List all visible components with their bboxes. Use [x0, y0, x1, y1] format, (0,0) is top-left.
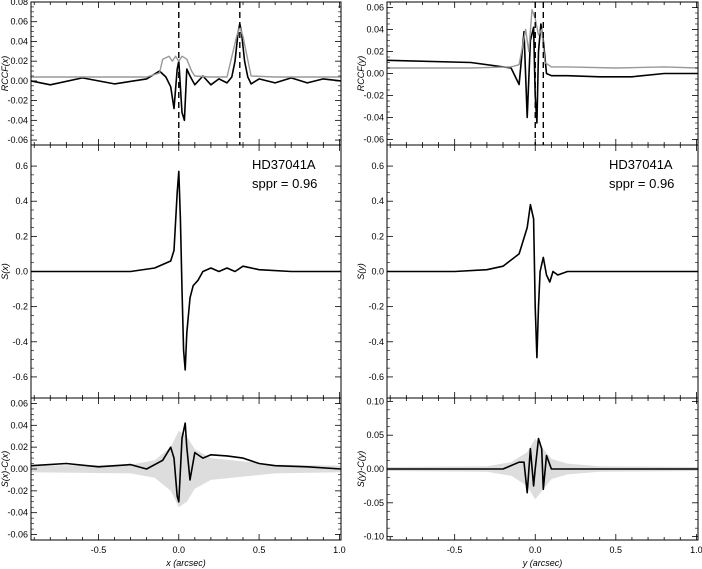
y-tick-label: -0.06 [7, 135, 28, 145]
plot-area [387, 437, 698, 500]
uncertainty-band [31, 430, 341, 508]
sppr-label: sppr = 0.96 [252, 176, 317, 191]
y-tick-label: 0.00 [366, 69, 384, 79]
sppr-label: sppr = 0.96 [609, 176, 674, 191]
x-axis-label: y (arcsec) [522, 558, 563, 568]
y-tick-label: -0.10 [363, 532, 384, 542]
y-tick-label: 0.00 [366, 464, 384, 474]
series-line-0 [31, 422, 341, 503]
y-tick-label: -0.2 [12, 302, 28, 312]
panel-left-mid: -0.6 -0.4 -0.2 0.0 0.2 0.4 0.6 S(x) HD37041A sppr… [0, 144, 342, 399]
plot-area [31, 170, 341, 371]
y-axis-label: S(x) [0, 263, 10, 280]
panel-right-bot: -0.10 -0.05 0.00 0.05 0.10 -0.5 0.0 0.5 1.0 S(y)-… [356, 396, 702, 568]
x-tick-label: -0.5 [91, 545, 107, 555]
x-tick-label: 0.5 [610, 545, 623, 555]
y-tick-label: 0.06 [366, 3, 384, 13]
y-tick-label: 0.6 [371, 161, 384, 171]
series-line-0 [31, 170, 341, 371]
y-tick-label: -0.04 [7, 115, 28, 125]
y-tick-label: 0.2 [371, 231, 384, 241]
series-line-1 [31, 26, 341, 78]
x-tick-label: 1.0 [333, 545, 346, 555]
y-tick-label: -0.4 [368, 337, 384, 347]
y-tick-label: 0.02 [366, 47, 384, 57]
y-tick-label: -0.02 [363, 91, 384, 101]
x-axis-label: x (arcsec) [165, 558, 206, 568]
x-tick-label: 0.0 [529, 545, 542, 555]
y-axis-label: S(y) [356, 263, 366, 280]
y-tick-label: 0.4 [371, 196, 384, 206]
y-tick-label: 0.05 [366, 430, 384, 440]
panel-frame [386, 1, 699, 146]
y-axis-label: RCCF(y) [356, 56, 366, 92]
y-tick-label: -0.06 [7, 530, 28, 540]
y-tick-label: -0.02 [7, 486, 28, 496]
y-tick-label: -0.04 [363, 113, 384, 123]
y-tick-label: -0.4 [12, 337, 28, 347]
y-tick-label: 0.6 [15, 161, 28, 171]
panel-left-top: -0.06 -0.04 -0.02 0.00 0.02 0.04 0.06 0.08 RCCF(… [0, 0, 342, 146]
y-tick-label: 0.08 [10, 0, 28, 7]
plot-area [31, 2, 341, 145]
series-line-0 [387, 203, 698, 359]
y-tick-label: 0.04 [366, 25, 384, 35]
panel-right-mid: -0.6 -0.4 -0.2 0.0 0.2 0.4 0.6 S(y) HD37041A sppr… [356, 144, 699, 399]
y-tick-label: 0.4 [15, 196, 28, 206]
series-line-1 [387, 8, 698, 69]
star-name-label: HD37041A [252, 157, 316, 172]
y-axis-label: S(y)-C(y) [356, 451, 366, 488]
x-tick-label: 0.0 [173, 545, 186, 555]
y-tick-label: -0.04 [7, 508, 28, 518]
y-tick-label: 0.0 [15, 267, 28, 277]
y-tick-label: -0.6 [368, 372, 384, 382]
y-tick-label: 0.00 [10, 76, 28, 86]
series-line-0 [387, 23, 698, 124]
plot-area [387, 2, 698, 145]
series-line-0 [387, 437, 698, 494]
y-axis-label: S(x)-C(x) [0, 451, 10, 488]
x-tick-label: -0.5 [447, 545, 463, 555]
y-tick-label: 0.02 [10, 442, 28, 452]
star-name-label: HD37041A [609, 157, 673, 172]
y-tick-label: -0.05 [363, 498, 384, 508]
y-tick-label: 0.02 [10, 56, 28, 66]
y-tick-label: 0.04 [10, 36, 28, 46]
plot-area [31, 422, 341, 508]
plot-area [387, 203, 698, 359]
x-tick-label: 1.0 [690, 545, 702, 555]
y-tick-label: -0.2 [368, 302, 384, 312]
y-tick-label: -0.02 [7, 96, 28, 106]
y-tick-label: -0.06 [363, 135, 384, 145]
y-tick-label: 0.04 [10, 420, 28, 430]
panel-right-top: -0.06 -0.04 -0.02 0.00 0.02 0.04 0.06 RCCF(y) [356, 1, 699, 146]
y-tick-label: -0.6 [12, 372, 28, 382]
y-tick-label: 0.06 [10, 398, 28, 408]
y-axis-label: RCCF(x) [0, 56, 10, 92]
y-tick-label: 0.06 [10, 17, 28, 27]
y-tick-label: 0.00 [10, 464, 28, 474]
y-tick-label: 0.2 [15, 231, 28, 241]
y-tick-label: 0.10 [366, 396, 384, 406]
panel-left-bot: -0.06 -0.04 -0.02 0.00 0.02 0.04 0.06 -0.5 0.0 0.… [0, 397, 346, 568]
series-line-0 [31, 22, 341, 122]
x-tick-label: 0.5 [253, 545, 266, 555]
y-tick-label: 0.0 [371, 267, 384, 277]
